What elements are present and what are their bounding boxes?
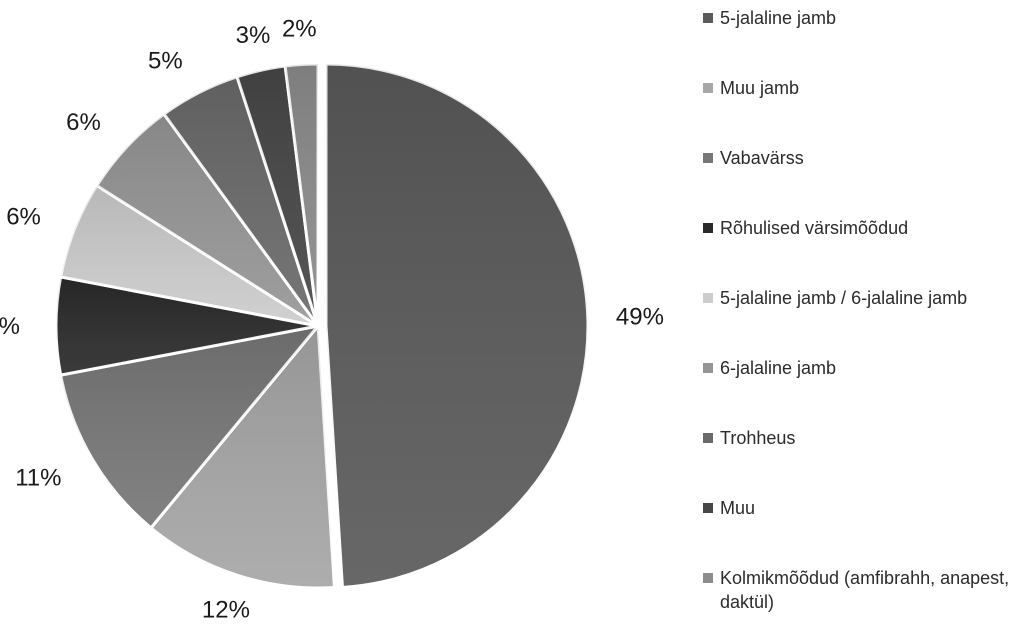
pie-slice-shade-5 <box>60 185 318 326</box>
chart-legend: 5-jalaline jamb Muu jamb Vabavärss Rõhulise… <box>703 6 1018 636</box>
pie-slice-shade-2 <box>150 326 335 588</box>
data-label-8: 3% <box>236 22 271 49</box>
pie-slice-shade-3 <box>60 326 318 528</box>
legend-label-7: Trohheus <box>720 428 796 448</box>
legend-swatch-3 <box>703 153 713 163</box>
legend-swatch-9 <box>703 573 713 583</box>
legend-item-7: Trohheus <box>703 426 1018 496</box>
legend-item-9: Kolmikmõõdud (amfibrahh, anapest, daktül… <box>703 566 1018 636</box>
legend-item-1: 5-jalaline jamb <box>703 6 1018 76</box>
legend-swatch-4 <box>703 223 713 233</box>
pie-slice-shade-4 <box>56 276 318 376</box>
legend-label-3: Vabavärss <box>720 148 804 168</box>
data-label-1: 49% <box>616 304 664 331</box>
legend-swatch-7 <box>703 433 713 443</box>
pie-slice-shade-6 <box>96 114 318 326</box>
pie-slices <box>54 62 590 590</box>
legend-label-2: Muu jamb <box>720 78 800 98</box>
legend-swatch-1 <box>703 13 713 23</box>
pie-slice-shade-8 <box>237 66 318 326</box>
data-label-4: 6% <box>0 313 20 340</box>
data-label-5: 6% <box>6 203 41 230</box>
pie-slice-shade-7 <box>164 76 318 326</box>
pie-slice-shade-1 <box>326 64 588 588</box>
legend-item-4: Rõhulised värsimõõdud <box>703 216 1018 286</box>
data-label-7: 5% <box>148 48 183 75</box>
legend-item-5: 5-jalaline jamb / 6-jalaline jamb <box>703 286 1018 356</box>
legend-swatch-5 <box>703 293 713 303</box>
legend-item-8: Muu <box>703 496 1018 566</box>
legend-label-1: 5-jalaline jamb <box>720 8 837 28</box>
legend-swatch-6 <box>703 363 713 373</box>
legend-label-6: 6-jalaline jamb <box>720 358 837 378</box>
legend-item-2: Muu jamb <box>703 76 1018 146</box>
data-label-9: 2% <box>282 16 317 43</box>
legend-label-5: 5-jalaline jamb / 6-jalaline jamb <box>720 288 968 308</box>
data-label-6: 6% <box>66 109 101 136</box>
pie-slice-shade-9 <box>285 64 318 326</box>
pie-data-labels: 49% 12% 11% 6% 6% 6% 5% 3% 2% <box>0 16 664 624</box>
legend-item-6: 6-jalaline jamb <box>703 356 1018 426</box>
legend-label-9: Kolmikmõõdud (amfibrahh, anapest, daktül… <box>720 568 1010 612</box>
legend-label-8: Muu <box>720 498 756 518</box>
legend-swatch-8 <box>703 503 713 513</box>
legend-item-3: Vabavärss <box>703 146 1018 216</box>
pie-plot-area: 49% 12% 11% 6% 6% 6% 5% 3% 2% <box>0 16 664 624</box>
legend-label-4: Rõhulised värsimõõdud <box>720 218 909 238</box>
data-label-3: 11% <box>15 465 61 492</box>
data-label-2: 12% <box>202 596 250 623</box>
legend-swatch-2 <box>703 83 713 93</box>
